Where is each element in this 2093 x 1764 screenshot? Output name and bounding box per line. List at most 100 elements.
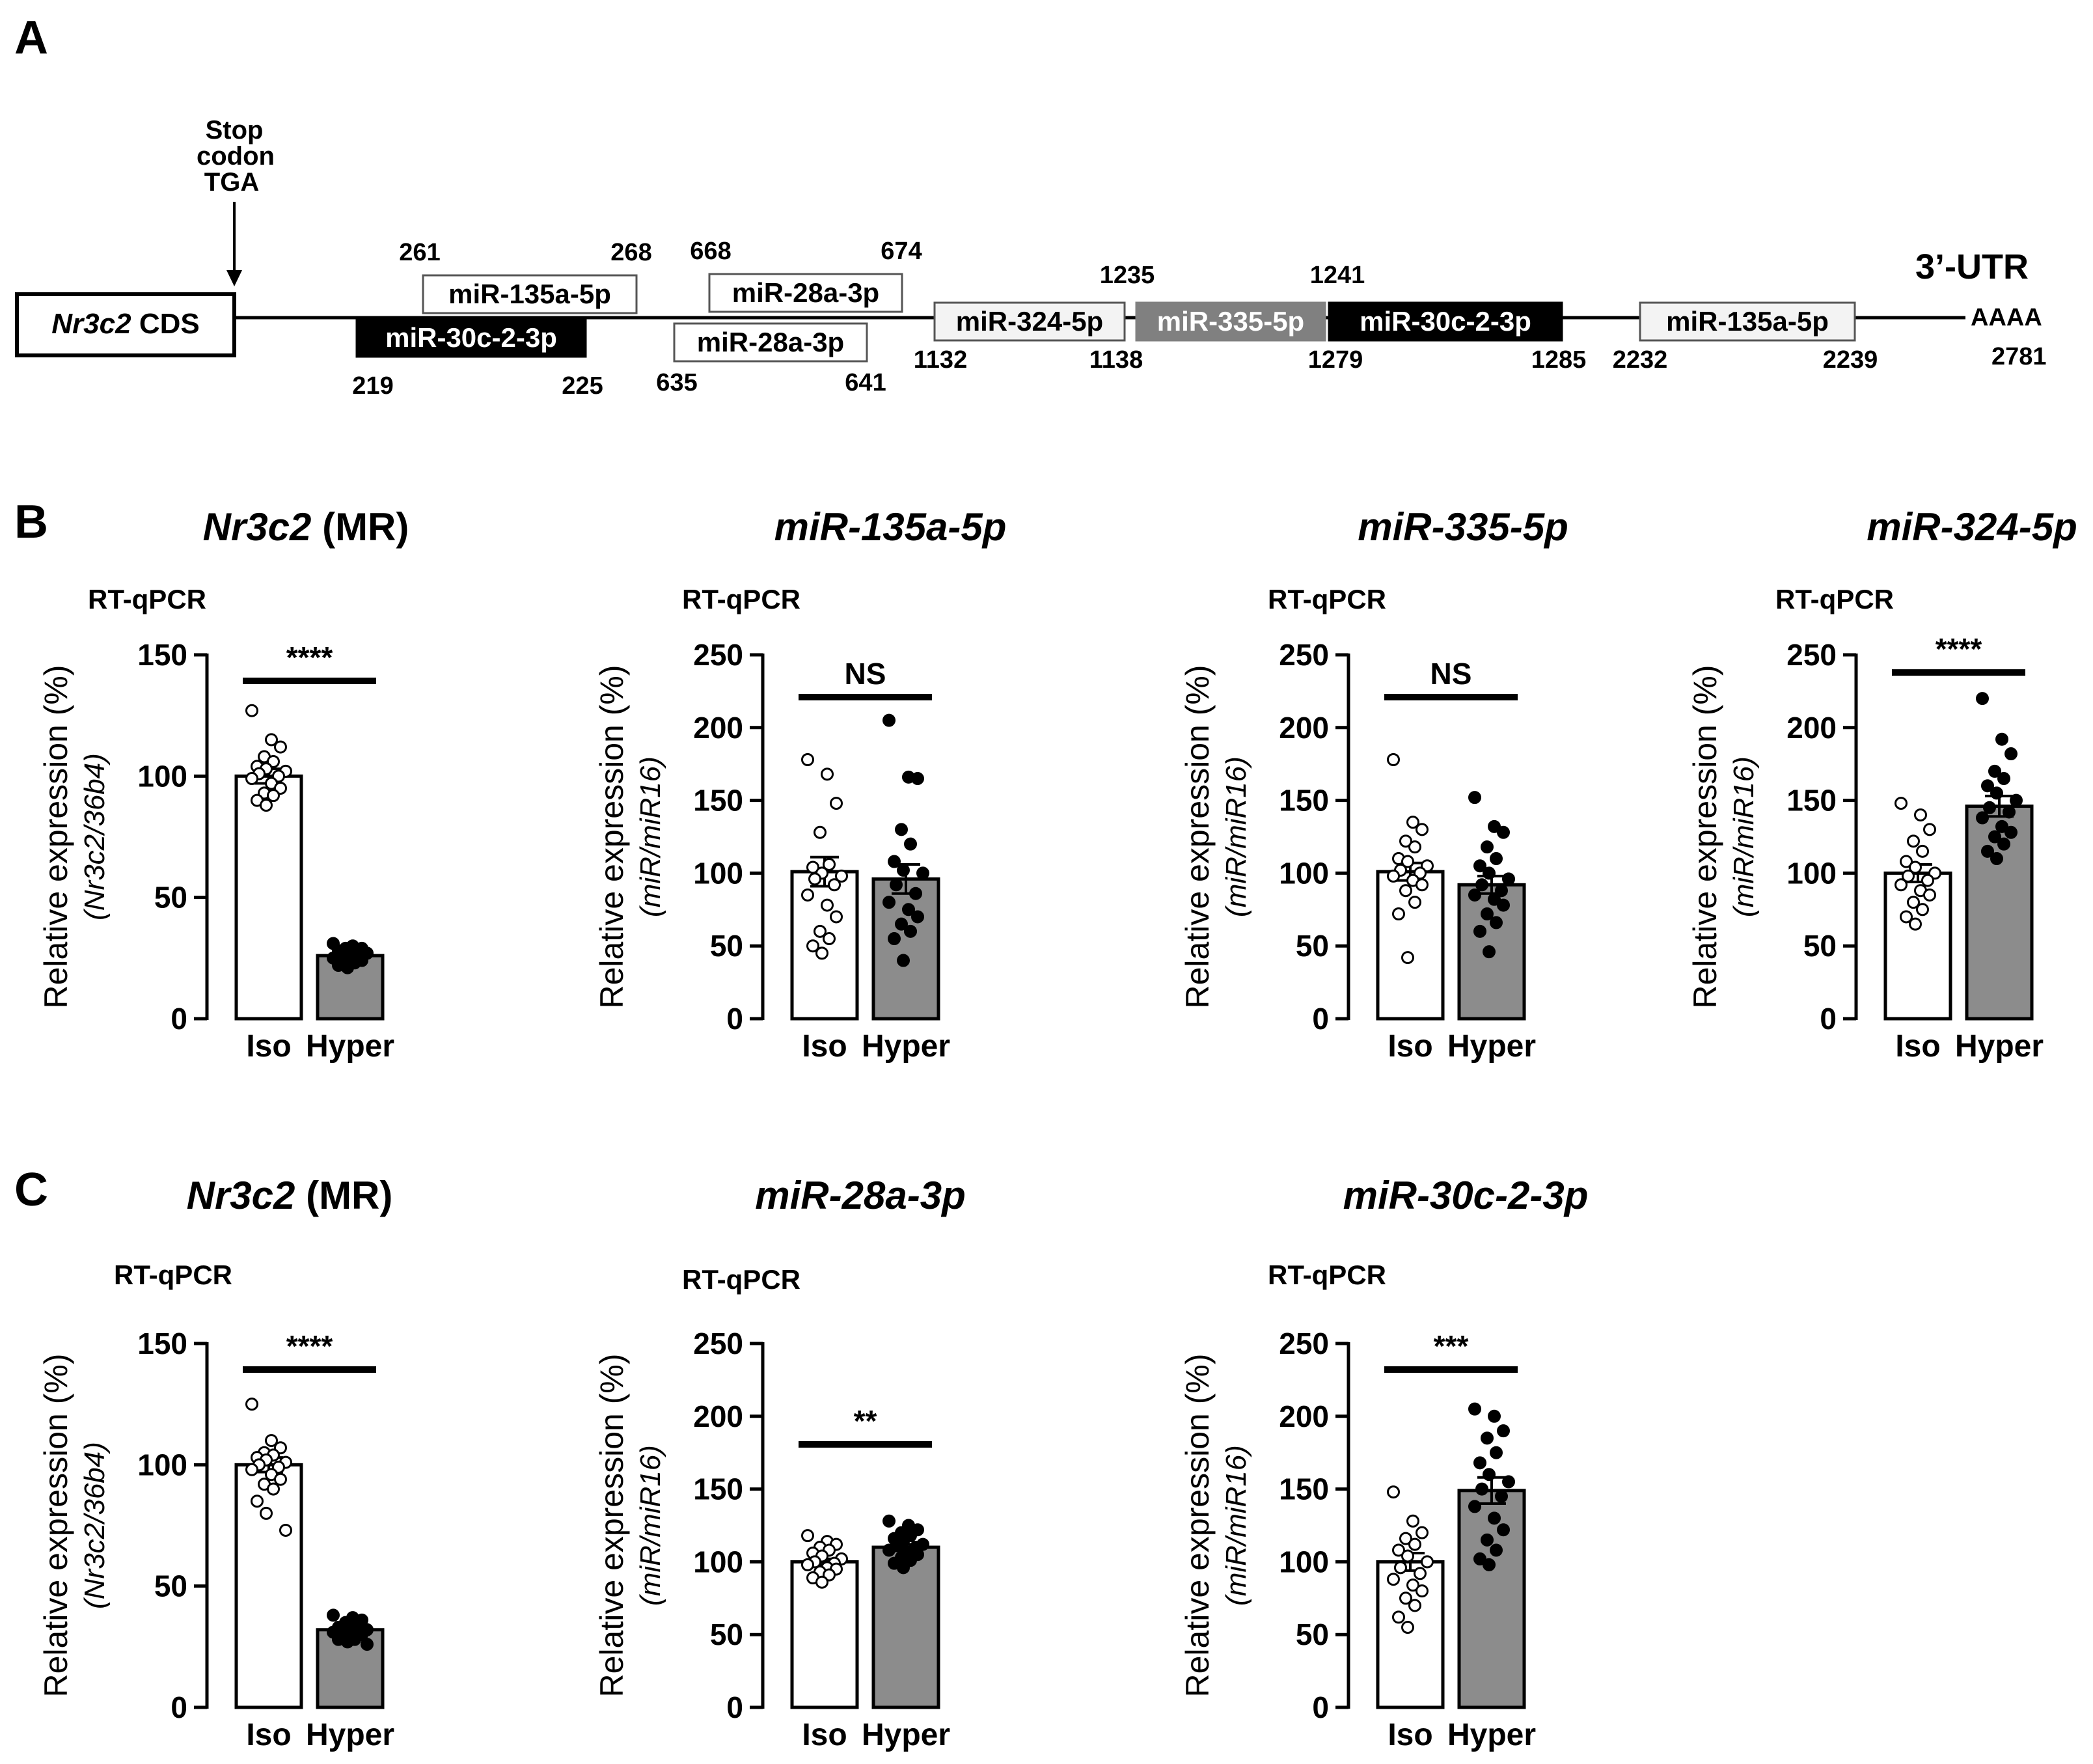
data-point-iso [245, 704, 258, 717]
bar-chart: miR-28a-3p RT-qPCR Relative expression (%)… [594, 1174, 966, 1752]
data-point-hyper [1495, 1489, 1508, 1503]
mirna-site-start: 219 [352, 372, 393, 400]
x-category-label: Hyper [1447, 1029, 1536, 1064]
data-point-hyper [1483, 1468, 1496, 1481]
bar-chart: miR-335-5p RT-qPCR Relative expression (%)… [1179, 505, 1568, 1064]
significance-label: **** [286, 641, 333, 674]
mirna-site-start: 261 [399, 239, 440, 266]
data-point-iso [823, 932, 836, 946]
mirna-site-box [673, 322, 868, 363]
x-category-label: Iso [246, 1029, 291, 1064]
data-point-hyper [1473, 924, 1486, 938]
data-point-iso [1902, 869, 1915, 883]
data-point-iso [808, 872, 821, 886]
data-point-hyper [882, 1543, 896, 1557]
data-point-iso [1895, 878, 1908, 892]
data-point-iso [1916, 844, 1929, 858]
data-point-iso [1399, 1592, 1412, 1605]
data-point-hyper [904, 924, 917, 938]
data-point-hyper [341, 1635, 354, 1649]
method-label: RT-qPCR [682, 1264, 800, 1295]
data-point-iso [806, 939, 819, 953]
y-tick-label: 200 [693, 711, 743, 745]
panel-c-label: C [14, 1164, 48, 1216]
significance-label: *** [1434, 1329, 1469, 1363]
data-point-hyper [1488, 892, 1501, 906]
data-point-iso [801, 752, 814, 766]
method-label: RT-qPCR [88, 584, 206, 614]
data-point-hyper [909, 887, 922, 900]
data-point-hyper [895, 917, 908, 931]
data-point-iso [1399, 1532, 1412, 1545]
data-point-iso [814, 924, 827, 938]
data-point-hyper [882, 713, 896, 727]
data-point-hyper [1483, 866, 1496, 880]
data-point-hyper [1497, 898, 1510, 912]
significance-label: ** [854, 1404, 877, 1438]
data-point-iso [1421, 1555, 1434, 1569]
data-point-hyper [1990, 852, 2003, 866]
x-category-label: Iso [246, 1718, 291, 1752]
y-tick-label: 50 [154, 1569, 187, 1603]
y-tick-label: 0 [726, 1002, 743, 1036]
data-point-iso [1408, 840, 1421, 854]
data-point-iso [1401, 1621, 1414, 1634]
x-category-label: Hyper [862, 1029, 950, 1064]
mirna-site-end: 1241 [1310, 262, 1365, 289]
y-tick-label: 100 [1786, 856, 1837, 890]
chart-title-italic: Nr3c2 [187, 1174, 295, 1217]
bar-chart: Nr3c2 (MR) RT-qPCR Relative expression (%)… [38, 1174, 394, 1752]
stop-codon-line-2: codon [197, 142, 275, 171]
data-point-iso [260, 1506, 273, 1520]
data-point-iso [1387, 752, 1400, 766]
mirna-site: miR-30c-2-3p 1279 1285 [1308, 301, 1586, 374]
method-label: RT-qPCR [1268, 584, 1386, 614]
y-tick-label: 200 [1786, 711, 1837, 745]
mirna-site-box [933, 301, 1126, 342]
data-point-iso [251, 1495, 264, 1508]
y-tick-label: 150 [693, 1472, 743, 1506]
chart-title-italic: miR-324-5p [1867, 505, 2077, 549]
mirna-site-box [1328, 301, 1563, 342]
mirna-site-start: 668 [690, 238, 731, 265]
mirna-site-end: 1138 [1089, 346, 1143, 374]
x-category-label: Iso [802, 1718, 847, 1752]
y-tick-label: 50 [154, 881, 187, 915]
y-tick-label: 150 [1786, 784, 1837, 818]
data-point-iso [1416, 1584, 1429, 1598]
data-point-hyper [1997, 772, 2010, 786]
data-point-iso [265, 1434, 278, 1448]
mirna-site: miR-135a-5p 261 268 [399, 239, 652, 314]
data-point-hyper [1497, 1424, 1510, 1438]
stop-codon-line-3: TGA [204, 168, 259, 197]
y-axis-label: Relative expression (%) [1179, 1354, 1216, 1698]
data-point-iso [1923, 823, 1936, 836]
method-label: RT-qPCR [682, 584, 800, 614]
data-point-hyper [890, 878, 903, 892]
bar-iso [1883, 871, 1952, 1021]
data-point-hyper [2003, 805, 2016, 819]
data-point-iso [1914, 808, 1927, 821]
bar-iso [234, 774, 303, 1021]
data-point-iso [801, 1558, 814, 1571]
y-tick-label: 100 [693, 856, 743, 890]
data-point-iso [1895, 797, 1908, 810]
y-tick-label: 200 [1279, 711, 1329, 745]
data-point-hyper [888, 855, 901, 868]
data-point-hyper [1495, 884, 1508, 898]
data-point-hyper [1468, 1402, 1481, 1416]
chart-title-italic: miR-335-5p [1358, 505, 1568, 549]
stop-codon-arrowhead [226, 270, 242, 286]
significance-label: **** [1936, 632, 1982, 666]
bar-chart: miR-30c-2-3p RT-qPCR Relative expression (… [1179, 1174, 1588, 1752]
data-point-hyper [1995, 820, 2008, 833]
y-tick-label: 150 [693, 784, 743, 818]
data-point-iso [1900, 855, 1913, 868]
y-tick-label: 0 [1312, 1690, 1329, 1724]
data-point-iso [1401, 951, 1414, 965]
data-point-iso [1909, 861, 1922, 874]
y-axis-label: Relative expression (%) [1179, 665, 1216, 1009]
data-point-hyper [1490, 852, 1503, 866]
mirna-site-box [708, 273, 903, 313]
y-axis-sublabel: (Nr3c2/36b4) [79, 753, 111, 920]
